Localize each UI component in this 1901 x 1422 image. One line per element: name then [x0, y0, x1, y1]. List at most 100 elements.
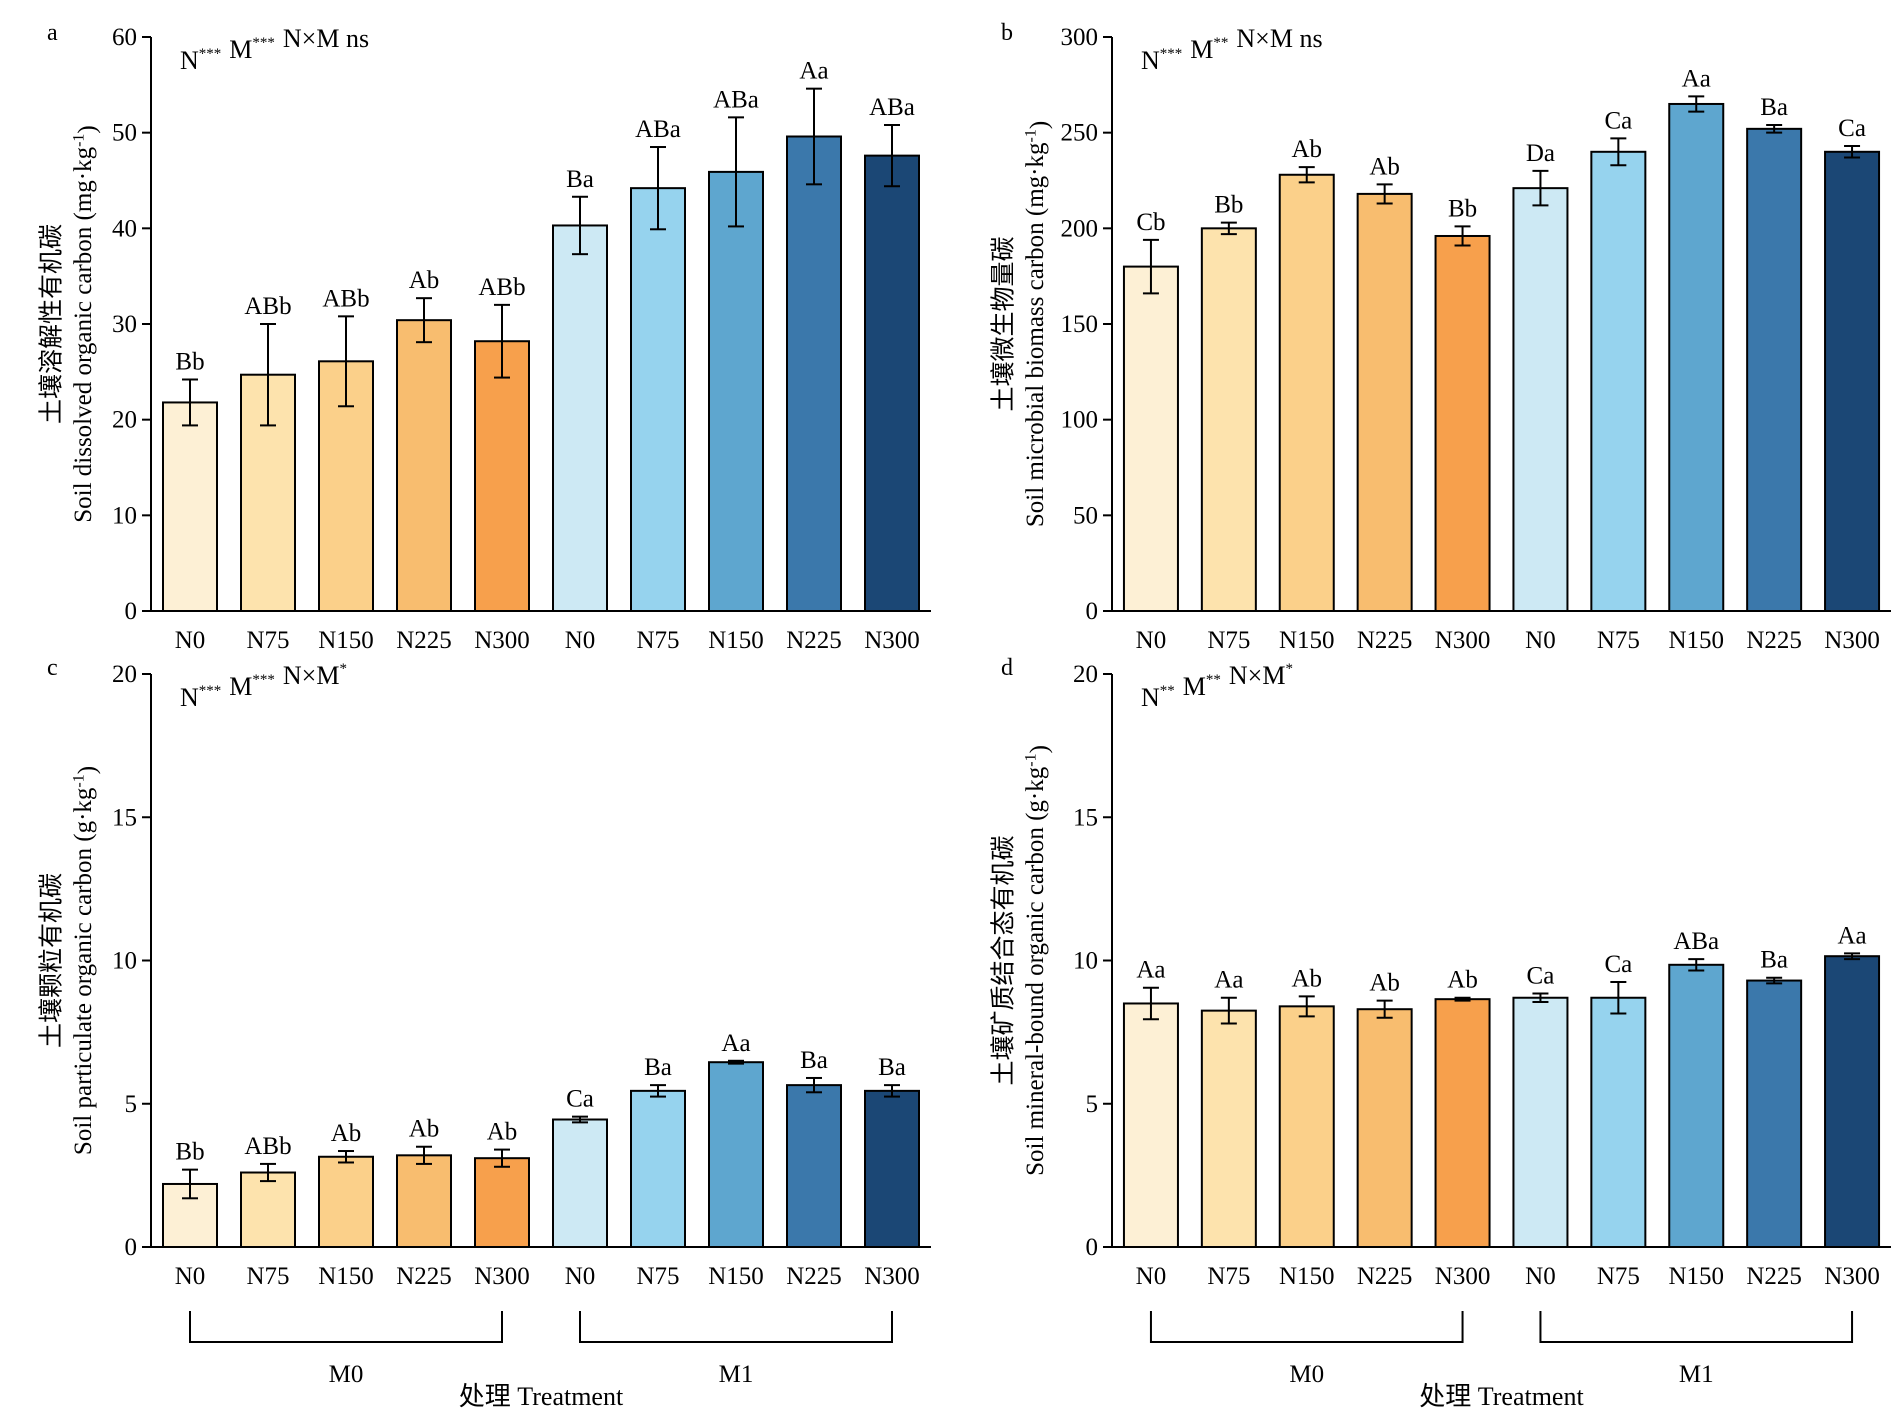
significance-letter: Ca	[1527, 962, 1555, 989]
group-bracket	[189, 1311, 503, 1343]
y-tick-label: 15	[1073, 804, 1098, 831]
significance-letter: Ba	[566, 166, 594, 193]
x-category-label: N300	[864, 627, 920, 654]
bar	[1824, 955, 1881, 1248]
stat-significance: **	[1213, 35, 1228, 51]
bar	[1200, 1009, 1257, 1249]
significance-letter: ABa	[713, 86, 759, 113]
y-tick-label: 60	[112, 24, 137, 51]
significance-letter: Ca	[1604, 107, 1632, 134]
x-category-label: N150	[708, 627, 764, 654]
x-axis-title: 处理 Treatment	[459, 1382, 624, 1411]
significance-letter: Aa	[1214, 967, 1243, 994]
significance-letter: Ab	[1369, 970, 1400, 997]
x-category-label: N0	[1525, 627, 1556, 654]
x-category-label: N0	[565, 627, 596, 654]
x-category-label: N150	[1279, 1263, 1335, 1290]
group-bracket	[1539, 1311, 1854, 1343]
bar	[1746, 979, 1803, 1248]
x-category-label: N75	[1207, 627, 1250, 654]
significance-letter: ABa	[869, 94, 915, 121]
y-tick-label: 0	[125, 1234, 138, 1261]
significance-letter: Bb	[175, 1139, 204, 1166]
group-label: M1	[1679, 1361, 1714, 1388]
y-tick-label: 250	[1061, 120, 1099, 147]
y-axis-label-unit-close: )	[74, 766, 101, 774]
significance-letter: ABb	[322, 285, 369, 312]
y-tick-label: 20	[112, 661, 137, 688]
stat-significance: *	[339, 661, 347, 677]
bar	[1434, 998, 1491, 1248]
x-category-label: N75	[246, 1263, 289, 1290]
y-axis-label: 土壤微生物量碳 Soil microbial biomass carbon (mg…	[990, 121, 1053, 527]
x-category-label: N75	[1597, 627, 1640, 654]
bar	[396, 319, 452, 612]
significance-letter: Aa	[1682, 65, 1711, 92]
bar	[318, 1155, 374, 1248]
panel-letter: b	[1001, 20, 1013, 46]
y-tick-label: 5	[1086, 1091, 1099, 1118]
bar	[864, 154, 920, 612]
bar	[1200, 227, 1257, 612]
y-axis-label-en: Soil mineral-bound organic carbon (g·kg	[1022, 766, 1049, 1176]
bar	[474, 340, 530, 612]
significance-letter: Ab	[409, 1116, 440, 1143]
stats-annotation: N*** M** N×M ns	[1141, 24, 1323, 75]
group-label: M0	[329, 1361, 364, 1388]
significance-letter: Ca	[1838, 115, 1866, 142]
y-axis-label-unit-close: )	[1026, 745, 1053, 753]
x-category-label: N300	[1824, 627, 1880, 654]
y-tick-label: 50	[112, 120, 137, 147]
y-axis-label: 土壤矿质结合态有机碳 Soil mineral-bound organic car…	[990, 745, 1053, 1176]
y-axis-label-unit-close: )	[74, 125, 101, 133]
bar	[1278, 1005, 1335, 1249]
chart-panel-b: b 土壤微生物量碳 Soil microbial biomass carbon (m…	[990, 20, 1891, 654]
stat-term: M	[229, 672, 252, 701]
group-bracket	[579, 1311, 893, 1343]
bar	[1590, 150, 1647, 613]
chart-panel-c: c 土壤颗粒有机碳 Soil particulate organic carbon …	[38, 655, 931, 1411]
y-tick-label: 30	[112, 311, 137, 338]
x-category-label: N225	[1746, 1263, 1802, 1290]
group-label: M0	[1289, 1361, 1324, 1388]
stats-annotation: N** M** N×M*	[1141, 661, 1293, 712]
stat-term: N×M ns	[1236, 24, 1322, 53]
significance-letter: Ba	[1760, 94, 1788, 121]
x-category-label: N300	[1824, 1263, 1880, 1290]
x-category-label: N0	[1136, 627, 1167, 654]
y-tick-label: 0	[125, 598, 138, 625]
x-category-label: N75	[636, 627, 679, 654]
y-axis-label-unit-close: )	[1026, 121, 1053, 129]
stat-significance: **	[1160, 683, 1175, 699]
stat-significance: ***	[252, 35, 275, 51]
bar	[1668, 963, 1725, 1248]
y-tick-label: 0	[1086, 598, 1099, 625]
bar	[396, 1154, 452, 1248]
significance-letter: Ab	[1369, 153, 1400, 180]
significance-letter: Aa	[1136, 957, 1165, 984]
significance-letter: Ab	[1291, 965, 1322, 992]
x-category-label: N225	[396, 1263, 452, 1290]
significance-letter: Ab	[331, 1120, 362, 1147]
significance-letter: Aa	[799, 58, 828, 85]
bar	[240, 1171, 296, 1249]
bar	[786, 135, 842, 612]
x-category-label: N0	[1136, 1263, 1167, 1290]
y-tick-label: 10	[1073, 948, 1098, 975]
y-tick-label: 200	[1061, 215, 1099, 242]
x-category-label: N150	[1668, 1263, 1724, 1290]
stat-term: N×M	[1229, 661, 1286, 690]
group-bracket	[1149, 1311, 1464, 1343]
x-category-label: N300	[864, 1263, 920, 1290]
bar	[1356, 192, 1413, 612]
x-category-label: N300	[1435, 1263, 1491, 1290]
significance-letter: Bb	[1448, 195, 1477, 222]
x-category-label: N150	[318, 627, 374, 654]
stat-term: N×M ns	[283, 24, 369, 53]
y-tick-label: 50	[1073, 502, 1098, 529]
y-tick-label: 40	[112, 215, 137, 242]
significance-letter: Ba	[644, 1054, 672, 1081]
group-label: M1	[719, 1361, 754, 1388]
stat-term: N	[1141, 683, 1160, 712]
y-tick-label: 5	[125, 1091, 138, 1118]
